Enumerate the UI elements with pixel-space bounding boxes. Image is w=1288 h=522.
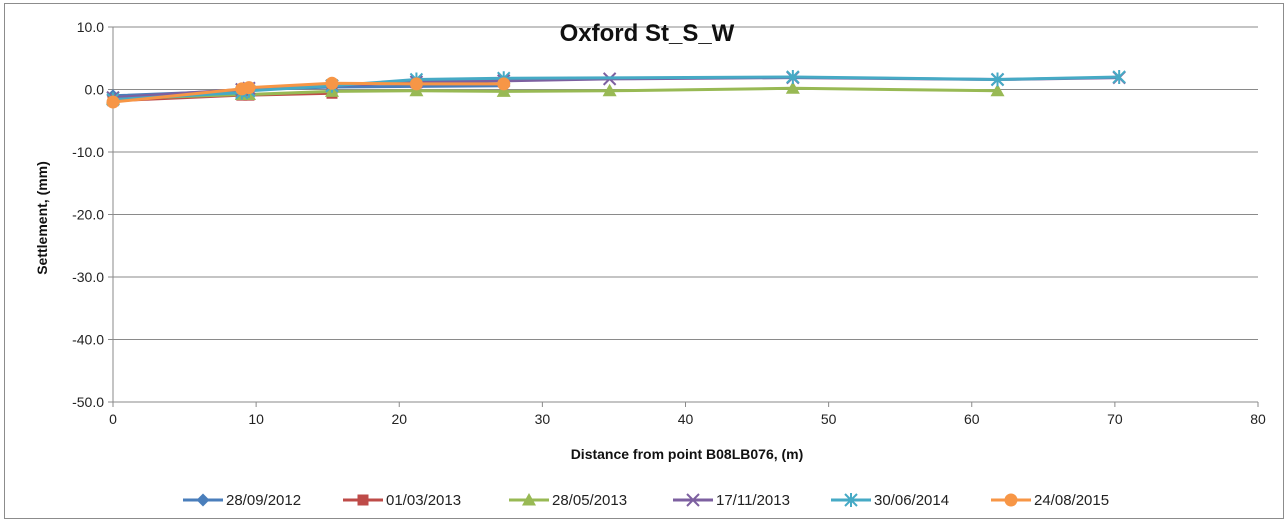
legend-label: 17/11/2013	[716, 492, 790, 509]
x-tick-label: 80	[1250, 411, 1266, 427]
legend-marker	[522, 493, 536, 506]
legend-marker	[844, 493, 858, 507]
data-point	[990, 83, 1005, 97]
legend-marker	[357, 494, 369, 506]
line-chart: 10.0 0.0 -10.0 -20.0 -30.0 -40.0 -50.0 0 10 20 30…	[34, 19, 1266, 509]
legend-item: 28/05/2013	[509, 492, 627, 509]
data-point	[325, 76, 339, 90]
x-tick-label: 60	[964, 411, 980, 427]
x-tick-label: 40	[678, 411, 694, 427]
x-tick-label: 70	[1107, 411, 1123, 427]
x-axis-label: Distance from point B08LB076, (m)	[571, 446, 804, 462]
y-tick-label: -20.0	[72, 207, 104, 223]
legend-label: 01/03/2013	[386, 492, 461, 509]
data-point	[785, 81, 800, 94]
series-line	[112, 81, 504, 104]
y-tick-label: -10.0	[72, 144, 104, 160]
y-tick-label: 10.0	[77, 19, 104, 35]
x-tick-label: 30	[535, 411, 551, 427]
legend-item: 28/09/2012	[183, 492, 301, 509]
y-axis-label: Settlement, (mm)	[34, 161, 50, 275]
data-point	[409, 77, 423, 91]
data-point	[1112, 70, 1126, 84]
chart-title: Oxford St_S_W	[560, 20, 735, 47]
legend-item: 01/03/2013	[343, 492, 461, 509]
y-tick-label: 0.0	[85, 82, 105, 98]
data-point	[990, 72, 1005, 87]
y-tick-label: -40.0	[72, 332, 104, 348]
data-point	[242, 81, 256, 95]
data-point	[786, 70, 800, 84]
legend-item: 17/11/2013	[673, 492, 790, 509]
legend-marker	[196, 493, 210, 507]
y-tick-label: -50.0	[72, 394, 104, 410]
legend-item: 24/08/2015	[991, 492, 1109, 509]
legend-label: 28/05/2013	[552, 492, 627, 509]
legend-marker	[1004, 493, 1018, 507]
x-tick-label: 0	[109, 411, 117, 427]
legend-label: 24/08/2015	[1034, 492, 1109, 509]
legend-marker	[686, 493, 700, 507]
legend-label: 28/09/2012	[226, 492, 301, 509]
chart-legend: 28/09/2012 01/03/2013 28/05/2013 17/11/2013…	[183, 492, 1109, 509]
data-point	[496, 84, 511, 97]
data-point	[106, 95, 120, 109]
x-tick-label: 50	[821, 411, 837, 427]
x-tick-label: 20	[391, 411, 407, 427]
y-tick-label: -30.0	[72, 269, 104, 285]
legend-label: 30/06/2014	[874, 492, 949, 509]
data-point	[497, 77, 511, 91]
chart-frame: 10.0 0.0 -10.0 -20.0 -30.0 -40.0 -50.0 0 10 20 30…	[4, 3, 1284, 519]
series-6	[106, 76, 511, 109]
x-tick-label: 10	[248, 411, 264, 427]
legend-item: 30/06/2014	[831, 492, 949, 509]
data-point	[602, 83, 617, 97]
